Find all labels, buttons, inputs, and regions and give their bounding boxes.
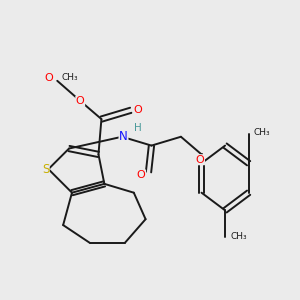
- Text: S: S: [42, 163, 49, 176]
- Text: O: O: [44, 73, 53, 83]
- Text: O: O: [137, 170, 146, 180]
- Text: N: N: [119, 130, 128, 143]
- Text: O: O: [196, 155, 204, 165]
- Text: O: O: [133, 105, 142, 115]
- Text: CH₃: CH₃: [230, 232, 247, 242]
- Text: H: H: [134, 123, 142, 133]
- Text: CH₃: CH₃: [254, 128, 271, 137]
- Text: CH₃: CH₃: [62, 74, 78, 82]
- Text: O: O: [76, 96, 85, 106]
